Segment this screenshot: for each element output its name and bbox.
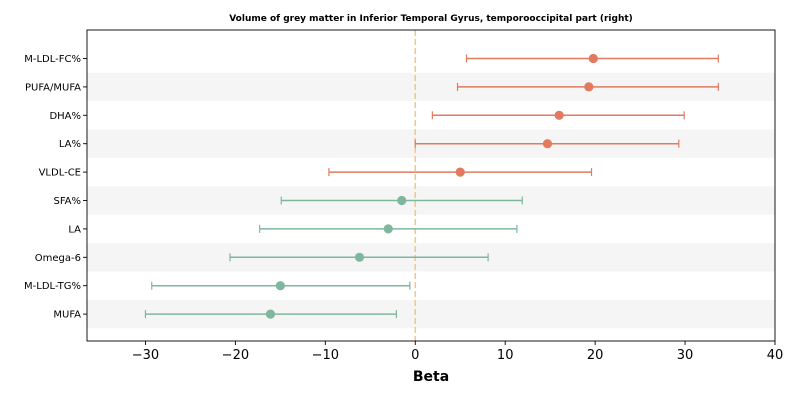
y-tick-label: M-LDL-TG% (24, 281, 81, 292)
x-axis: −30 −20 −10 0 10 20 30 40 (132, 341, 784, 363)
y-axis: M-LDL-FC% PUFA/MUFA DHA% LA% VLDL-CE SFA% LA Om… (24, 54, 87, 321)
x-tick-label: 20 (587, 348, 604, 363)
estimate-row (229, 252, 489, 262)
beta-point (584, 82, 594, 92)
x-tick-label: −30 (132, 348, 159, 363)
beta-point (554, 110, 564, 120)
beta-point (383, 224, 393, 234)
beta-point (542, 139, 553, 149)
x-tick-label: −10 (312, 348, 339, 363)
estimate-row (151, 281, 411, 291)
y-tick-label: PUFA/MUFA (25, 82, 81, 93)
estimate-row (456, 82, 719, 92)
beta-point (397, 195, 407, 206)
x-tick-label: 40 (767, 348, 784, 363)
x-tick-label: 0 (411, 348, 419, 363)
estimate-row (465, 53, 719, 64)
beta-point (455, 167, 465, 177)
x-tick-label: −20 (222, 348, 249, 363)
estimate-row (280, 195, 523, 206)
beta-point (354, 252, 365, 262)
y-tick-label: SFA% (53, 196, 81, 207)
x-axis-label: Beta (413, 369, 449, 385)
y-tick-label: LA% (59, 139, 81, 150)
estimate-row (431, 110, 685, 120)
y-tick-label: LA (68, 224, 81, 235)
y-tick-label: MUFA (53, 310, 81, 321)
estimate-row (414, 139, 680, 149)
estimate-row (259, 224, 518, 234)
data-marks (144, 53, 719, 319)
x-tick-label: 30 (677, 348, 694, 363)
estimate-row (328, 167, 593, 177)
beta-point (588, 53, 598, 64)
y-tick-label: Omega-6 (35, 253, 81, 264)
y-tick-label: DHA% (49, 111, 81, 122)
y-tick-label: VLDL-CE (39, 168, 81, 179)
plot-frame (86, 29, 776, 342)
beta-point (275, 281, 285, 291)
beta-point (265, 309, 276, 319)
estimate-row (144, 309, 397, 319)
chart-title: Volume of grey matter in Inferior Tempor… (229, 14, 633, 24)
y-tick-label: M-LDL-FC% (24, 54, 81, 65)
x-tick-label: 10 (497, 348, 514, 363)
